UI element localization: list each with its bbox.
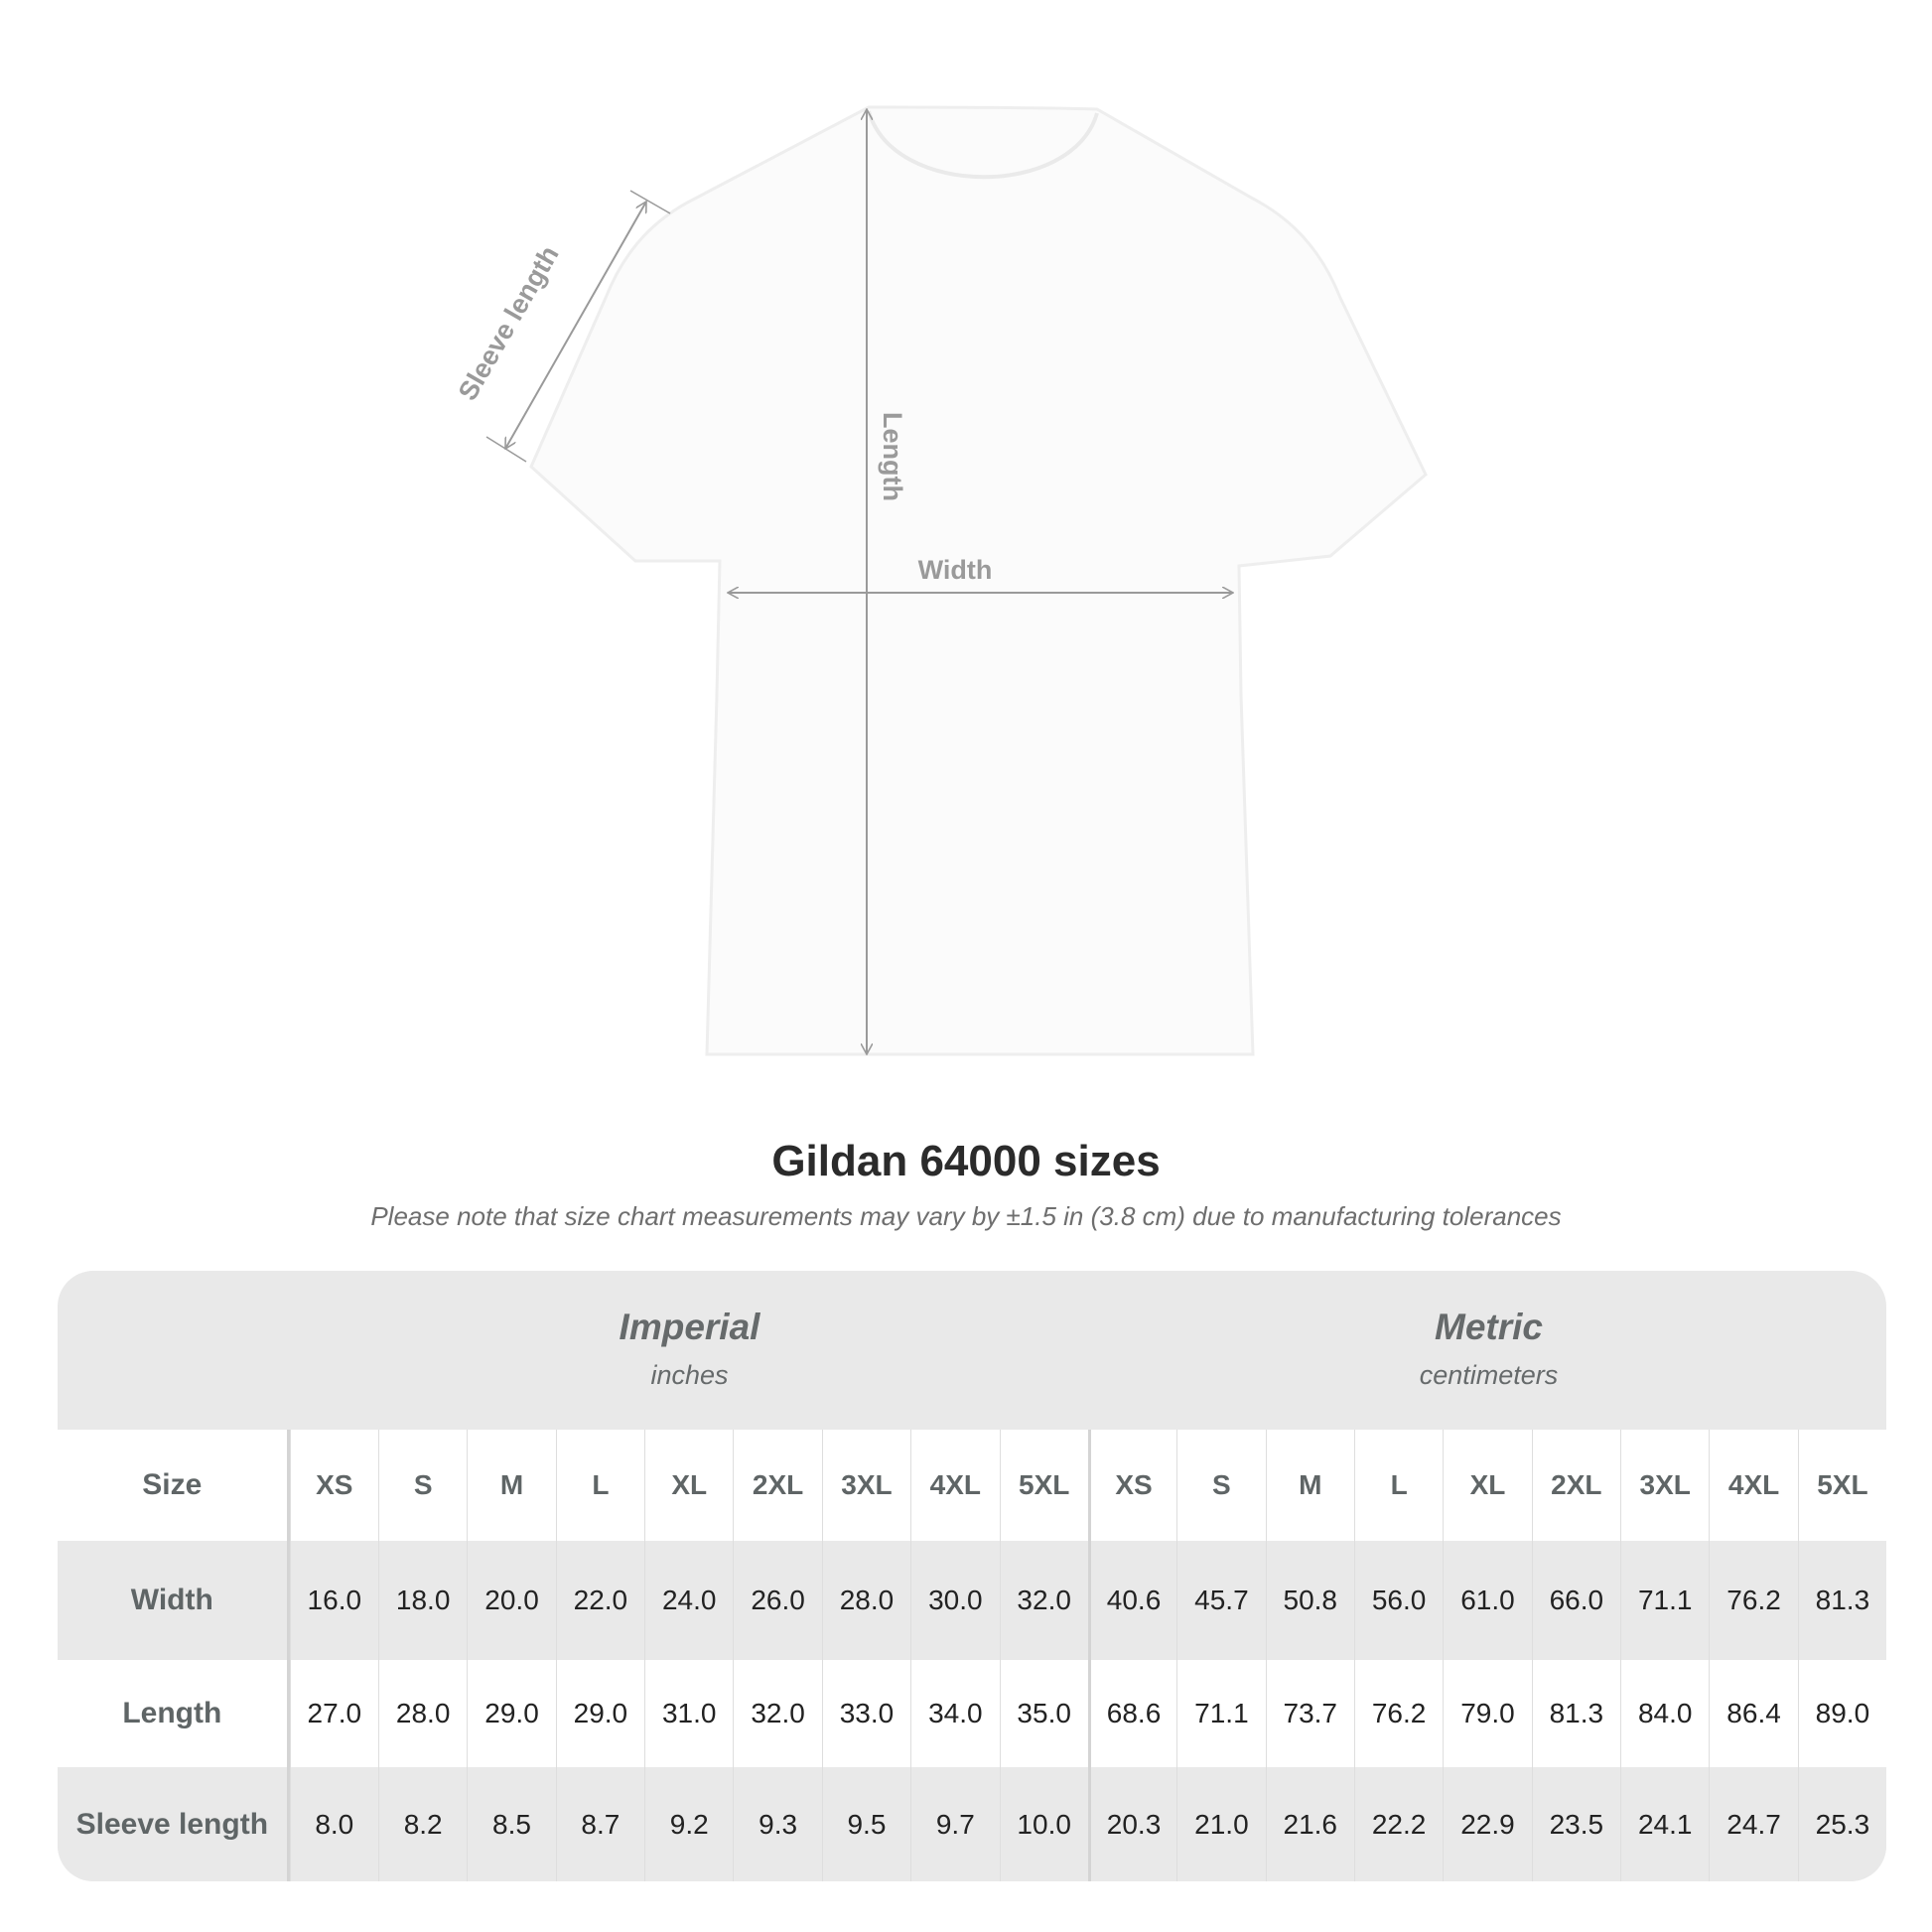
size-header-cell: 4XL (1709, 1430, 1797, 1541)
metric-header: Metric centimeters (1089, 1271, 1886, 1430)
size-header-cell: M (467, 1430, 555, 1541)
width-label: Width (918, 555, 993, 585)
imperial-value-cell: 33.0 (821, 1660, 910, 1767)
metric-value-cell: 86.4 (1709, 1660, 1797, 1767)
metric-value-cell: 79.0 (1443, 1660, 1531, 1767)
imperial-value-cell: 32.0 (999, 1541, 1088, 1660)
row-label: Length (58, 1660, 290, 1767)
metric-value-cell: 84.0 (1620, 1660, 1709, 1767)
metric-value-cell: 40.6 (1087, 1541, 1176, 1660)
size-header-cell: S (377, 1430, 467, 1541)
imperial-value-cell: 8.7 (555, 1767, 644, 1881)
size-header-cell: XL (644, 1430, 733, 1541)
imperial-title: Imperial (619, 1307, 760, 1347)
page-title: Gildan 64000 sizes (771, 1137, 1161, 1185)
imperial-value-cell: 34.0 (910, 1660, 999, 1767)
metric-value-cell: 24.7 (1709, 1767, 1797, 1881)
sleeve-tick (629, 190, 671, 214)
sleeve-arrow (504, 202, 647, 449)
metric-value-cell: 81.3 (1531, 1660, 1620, 1767)
metric-value-cell: 50.8 (1265, 1541, 1354, 1660)
size-header-cell: 3XL (1620, 1430, 1709, 1541)
metric-value-cell: 71.1 (1176, 1660, 1265, 1767)
metric-value-cell: 61.0 (1443, 1541, 1531, 1660)
imperial-value-cell: 28.0 (821, 1541, 910, 1660)
row-label: Size (58, 1430, 290, 1541)
metric-value-cell: 22.2 (1353, 1767, 1443, 1881)
imperial-value-cell: 20.0 (467, 1541, 555, 1660)
imperial-value-cell: 9.2 (644, 1767, 733, 1881)
size-table: Imperial inches Metric centimeters Size X… (58, 1271, 1886, 1881)
row-label: Sleeve length (58, 1767, 290, 1881)
imperial-header: Imperial inches (290, 1271, 1089, 1430)
size-header-cell: XS (1087, 1430, 1176, 1541)
metric-value-cell: 56.0 (1353, 1541, 1443, 1660)
size-header-cell: 4XL (910, 1430, 999, 1541)
size-header-cell: 2XL (1531, 1430, 1620, 1541)
metric-value-cell: 20.3 (1087, 1767, 1176, 1881)
metric-value-cell: 71.1 (1620, 1541, 1709, 1660)
size-header-cell: 5XL (999, 1430, 1088, 1541)
imperial-value-cell: 29.0 (467, 1660, 555, 1767)
size-header-cell: 5XL (1797, 1430, 1886, 1541)
imperial-value-cell: 18.0 (377, 1541, 467, 1660)
metric-value-cell: 76.2 (1709, 1541, 1797, 1660)
imperial-value-cell: 10.0 (999, 1767, 1088, 1881)
metric-value-cell: 68.6 (1087, 1660, 1176, 1767)
imperial-value-cell: 8.5 (467, 1767, 555, 1881)
imperial-value-cell: 8.2 (377, 1767, 467, 1881)
table-row: Width 16.0 18.0 20.0 22.0 24.0 26.0 28.0 30.0 32.… (58, 1541, 1886, 1660)
imperial-value-cell: 29.0 (555, 1660, 644, 1767)
row-label: Width (58, 1541, 290, 1660)
sleeve-length-label: Sleeve length (453, 241, 565, 406)
imperial-unit: inches (650, 1360, 729, 1390)
table-row: Length 27.0 28.0 29.0 29.0 31.0 32.0 33.0 34.0 35… (58, 1660, 1886, 1767)
size-header-row: Size XS S M L XL 2XL 3XL 4XL 5XL XS S M L XL 2XL 3XL 4XL 5… (58, 1430, 1886, 1541)
size-header-cell: M (1265, 1430, 1354, 1541)
metric-value-cell: 22.9 (1443, 1767, 1531, 1881)
imperial-value-cell: 22.0 (555, 1541, 644, 1660)
imperial-value-cell: 26.0 (733, 1541, 821, 1660)
length-label: Length (878, 412, 907, 501)
size-header-cell: L (1353, 1430, 1443, 1541)
metric-value-cell: 21.6 (1265, 1767, 1354, 1881)
imperial-value-cell: 24.0 (644, 1541, 733, 1660)
tolerance-note: Please note that size chart measurements… (370, 1201, 1562, 1231)
metric-unit: centimeters (1419, 1360, 1559, 1390)
tshirt-diagram: Sleeve length Length Width (453, 105, 1428, 1056)
metric-title: Metric (1435, 1307, 1543, 1347)
collar (867, 110, 1099, 180)
metric-value-cell: 66.0 (1531, 1541, 1620, 1660)
size-header-cell: 2XL (733, 1430, 821, 1541)
imperial-value-cell: 31.0 (644, 1660, 733, 1767)
metric-value-cell: 23.5 (1531, 1767, 1620, 1881)
metric-value-cell: 89.0 (1797, 1660, 1886, 1767)
imperial-value-cell: 35.0 (999, 1660, 1088, 1767)
imperial-value-cell: 9.5 (821, 1767, 910, 1881)
metric-value-cell: 81.3 (1797, 1541, 1886, 1660)
size-header-cell: 3XL (821, 1430, 910, 1541)
imperial-value-cell: 16.0 (289, 1541, 378, 1660)
metric-value-cell: 24.1 (1620, 1767, 1709, 1881)
metric-value-cell: 73.7 (1265, 1660, 1354, 1767)
size-header-cell: L (555, 1430, 644, 1541)
table-row: Sleeve length 8.0 8.2 8.5 8.7 9.2 9.3 9.5 9.7 10.… (58, 1767, 1886, 1881)
imperial-value-cell: 8.0 (289, 1767, 378, 1881)
metric-value-cell: 45.7 (1176, 1541, 1265, 1660)
size-header-cell: S (1176, 1430, 1265, 1541)
metric-value-cell: 21.0 (1176, 1767, 1265, 1881)
size-header-cell: XL (1443, 1430, 1531, 1541)
imperial-value-cell: 9.3 (733, 1767, 821, 1881)
imperial-value-cell: 30.0 (910, 1541, 999, 1660)
imperial-value-cell: 32.0 (733, 1660, 821, 1767)
metric-value-cell: 76.2 (1353, 1660, 1443, 1767)
sleeve-tick (485, 436, 527, 463)
imperial-value-cell: 28.0 (377, 1660, 467, 1767)
imperial-value-cell: 27.0 (289, 1660, 378, 1767)
size-header-cell: XS (289, 1430, 378, 1541)
metric-value-cell: 25.3 (1797, 1767, 1886, 1881)
imperial-value-cell: 9.7 (910, 1767, 999, 1881)
